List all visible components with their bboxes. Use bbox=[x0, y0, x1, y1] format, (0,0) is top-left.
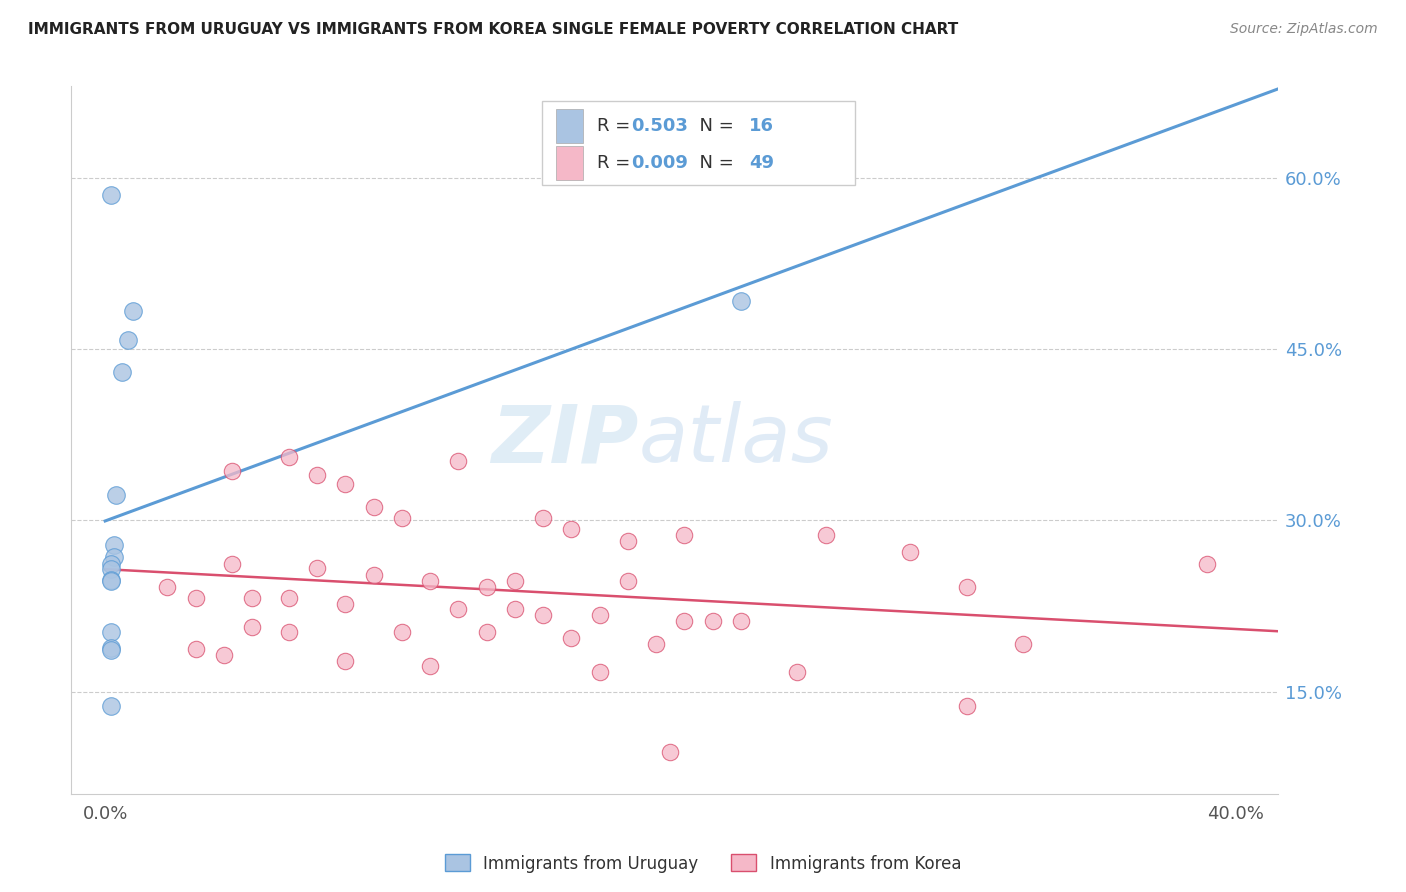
Point bbox=[100, 573, 122, 587]
Point bbox=[786, 665, 808, 680]
FancyBboxPatch shape bbox=[557, 109, 583, 143]
Point bbox=[730, 293, 752, 308]
Point bbox=[531, 511, 554, 525]
Point bbox=[659, 745, 682, 759]
Point bbox=[702, 614, 724, 628]
Point bbox=[184, 591, 207, 605]
Text: IMMIGRANTS FROM URUGUAY VS IMMIGRANTS FROM KOREA SINGLE FEMALE POVERTY CORRELATI: IMMIGRANTS FROM URUGUAY VS IMMIGRANTS FR… bbox=[28, 22, 959, 37]
Point bbox=[103, 549, 125, 564]
Point bbox=[503, 602, 526, 616]
Text: atlas: atlas bbox=[638, 401, 832, 479]
Point bbox=[645, 637, 668, 651]
Point bbox=[503, 574, 526, 588]
FancyBboxPatch shape bbox=[541, 101, 855, 186]
Point bbox=[335, 476, 357, 491]
Point bbox=[100, 562, 122, 576]
Point bbox=[117, 333, 139, 347]
Point bbox=[100, 699, 122, 714]
Point bbox=[100, 641, 122, 656]
Point bbox=[100, 557, 122, 571]
Point bbox=[100, 187, 122, 202]
Point bbox=[221, 464, 243, 478]
Point bbox=[531, 608, 554, 623]
Point bbox=[335, 654, 357, 668]
Text: 16: 16 bbox=[749, 117, 775, 135]
Point bbox=[100, 625, 122, 640]
Point bbox=[212, 648, 235, 662]
Point bbox=[156, 580, 179, 594]
Point bbox=[105, 488, 128, 502]
Point bbox=[100, 574, 122, 588]
Point bbox=[335, 597, 357, 611]
FancyBboxPatch shape bbox=[557, 145, 583, 180]
Text: ZIP: ZIP bbox=[491, 401, 638, 479]
Text: 0.009: 0.009 bbox=[631, 153, 688, 172]
Text: R =: R = bbox=[598, 153, 637, 172]
Point bbox=[560, 523, 582, 537]
Point bbox=[730, 614, 752, 628]
Point bbox=[221, 557, 243, 571]
Point bbox=[419, 574, 441, 588]
Text: Source: ZipAtlas.com: Source: ZipAtlas.com bbox=[1230, 22, 1378, 37]
Text: N =: N = bbox=[688, 153, 740, 172]
Point bbox=[111, 365, 134, 379]
Point bbox=[447, 602, 470, 616]
Point bbox=[307, 467, 329, 482]
Point bbox=[447, 454, 470, 468]
Point bbox=[588, 608, 610, 623]
Point bbox=[956, 580, 979, 594]
Text: N =: N = bbox=[688, 117, 740, 135]
Point bbox=[956, 699, 979, 714]
Point bbox=[391, 625, 413, 640]
Point bbox=[277, 450, 299, 465]
Point bbox=[307, 561, 329, 575]
Point bbox=[1197, 557, 1219, 571]
Text: 0.503: 0.503 bbox=[631, 117, 688, 135]
Point bbox=[673, 614, 696, 628]
Point bbox=[560, 631, 582, 645]
Point bbox=[100, 643, 122, 657]
Text: R =: R = bbox=[598, 117, 637, 135]
Point bbox=[184, 642, 207, 657]
Point bbox=[419, 659, 441, 673]
Point bbox=[673, 528, 696, 542]
Point bbox=[1012, 637, 1035, 651]
Text: 49: 49 bbox=[749, 153, 775, 172]
Point bbox=[103, 538, 125, 552]
Point bbox=[617, 533, 640, 548]
Point bbox=[277, 591, 299, 605]
Point bbox=[240, 591, 263, 605]
Point bbox=[814, 528, 837, 542]
Legend: Immigrants from Uruguay, Immigrants from Korea: Immigrants from Uruguay, Immigrants from… bbox=[439, 847, 967, 880]
Point bbox=[277, 625, 299, 640]
Point bbox=[363, 568, 385, 582]
Point bbox=[475, 625, 498, 640]
Point bbox=[240, 619, 263, 633]
Point bbox=[391, 511, 413, 525]
Point bbox=[122, 304, 145, 318]
Point bbox=[363, 500, 385, 514]
Point bbox=[588, 665, 610, 680]
Point bbox=[475, 580, 498, 594]
Point bbox=[617, 574, 640, 588]
Point bbox=[900, 545, 922, 559]
